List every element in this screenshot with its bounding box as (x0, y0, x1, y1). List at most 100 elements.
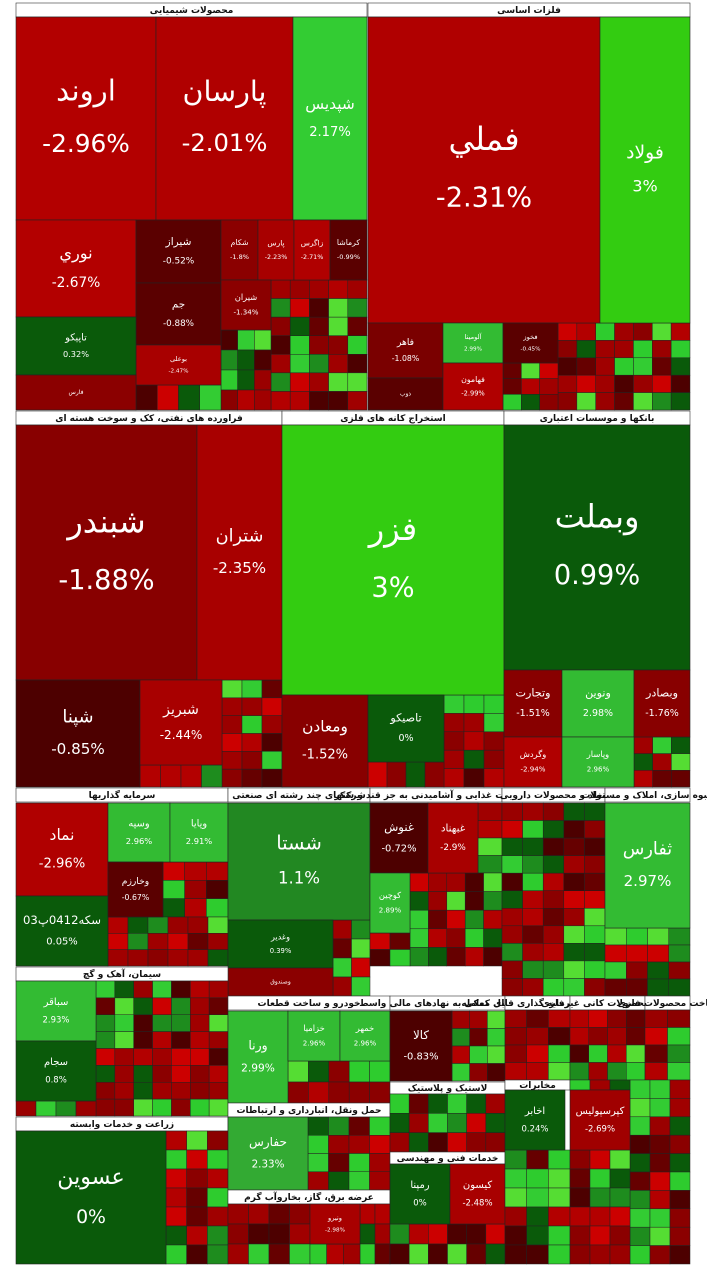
small-tile (501, 943, 523, 962)
stock-change: 2.96% (303, 1039, 326, 1048)
small-tile (584, 960, 606, 979)
small-tile (171, 1014, 191, 1032)
stock-change: -2.31% (436, 182, 532, 213)
small-tile (629, 1226, 651, 1246)
small-tile (609, 1168, 631, 1189)
small-tile (369, 1081, 391, 1104)
stock-name: نوري (59, 243, 92, 263)
small-tile (626, 1062, 646, 1081)
small-tile (526, 1187, 549, 1208)
small-tile (668, 944, 691, 963)
stock-change: -1.51% (516, 708, 550, 719)
small-tile (190, 1065, 210, 1083)
stock-tile (227, 802, 371, 921)
small-tile (114, 980, 134, 999)
small-tile (569, 1062, 589, 1081)
small-tile (328, 1135, 350, 1154)
small-tile (501, 872, 523, 891)
stock-tile (220, 219, 259, 281)
small-tile (563, 872, 585, 891)
small-tile (569, 1079, 591, 1091)
stock-tile (442, 322, 504, 364)
stock-change: -2.99% (461, 390, 485, 398)
stock-change: 0.32% (63, 349, 89, 359)
small-tile (270, 316, 291, 336)
small-tile (667, 1044, 691, 1063)
small-tile (463, 713, 485, 733)
small-tile (190, 1014, 210, 1032)
small-tile (190, 1082, 210, 1100)
stock-tile (15, 316, 137, 376)
small-tile (563, 960, 585, 979)
stock-name: اروند (56, 73, 116, 107)
small-tile (389, 1243, 410, 1265)
stock-name: شیران (235, 292, 258, 302)
sector-title: لاستیک و پلاستیک (408, 1084, 488, 1094)
small-tile (633, 357, 653, 376)
small-tile (542, 960, 565, 979)
small-tile (328, 1171, 350, 1191)
small-tile (227, 1203, 249, 1225)
stock-change: 1.1% (278, 869, 320, 888)
small-tile (152, 1065, 172, 1083)
small-tile (633, 736, 653, 754)
stock-tile (107, 802, 171, 863)
small-tile (477, 802, 503, 821)
small-tile (469, 1028, 488, 1047)
small-tile (328, 354, 349, 374)
stock-name: ونوین (585, 686, 611, 700)
small-tile (241, 768, 263, 788)
small-tile (409, 947, 429, 967)
stock-tile (293, 219, 331, 281)
small-tile (463, 768, 485, 788)
small-tile (522, 960, 544, 979)
small-tile (504, 1225, 527, 1246)
small-tile (569, 1009, 589, 1028)
sector: حمل ونقل، انبارداری و ارتباطات حفارس 2.33% (227, 1102, 391, 1191)
small-tile (477, 837, 503, 856)
stock-name: ونیرو (327, 1214, 342, 1222)
small-tile (428, 909, 448, 930)
small-tile (428, 928, 448, 948)
small-tile (485, 1113, 506, 1133)
small-tile (633, 770, 653, 788)
stock-change: -1.8% (230, 253, 249, 261)
small-tile (483, 749, 505, 769)
small-tile (171, 1082, 191, 1100)
small-tile (359, 1203, 376, 1225)
small-tile (408, 1132, 429, 1153)
stock-name: کوچین (379, 890, 401, 900)
small-tile (221, 679, 243, 699)
small-tile (589, 1225, 611, 1246)
small-tile (447, 1243, 467, 1265)
small-tile (248, 1243, 270, 1265)
stock-tile (155, 16, 294, 221)
small-tile (451, 1028, 470, 1047)
small-tile (557, 357, 578, 376)
sector-title: سایر محصولات کانی غیرفلزی (541, 999, 674, 1009)
small-tile (268, 1243, 290, 1265)
small-tile (328, 372, 349, 392)
stock-name: فزر (367, 510, 417, 548)
small-tile (443, 694, 465, 714)
stock-change: -0.88% (163, 319, 194, 329)
stock-change: 2.89% (379, 906, 402, 915)
small-tile (464, 872, 484, 892)
small-tile (669, 1098, 691, 1118)
small-tile (522, 855, 544, 874)
small-tile (428, 1093, 448, 1114)
small-tile (522, 837, 544, 856)
stock-tile (287, 1010, 341, 1062)
small-tile (261, 697, 283, 716)
stock-tile (503, 736, 563, 788)
small-tile (609, 1149, 631, 1170)
small-tile (483, 947, 503, 967)
small-tile (563, 925, 585, 944)
stock-name: شبندر (65, 503, 145, 541)
small-tile (669, 1171, 691, 1191)
small-tile (542, 820, 565, 839)
small-tile (328, 391, 349, 411)
stock-change: 3% (632, 176, 657, 195)
small-tile (469, 1010, 488, 1029)
small-tile (501, 978, 523, 997)
